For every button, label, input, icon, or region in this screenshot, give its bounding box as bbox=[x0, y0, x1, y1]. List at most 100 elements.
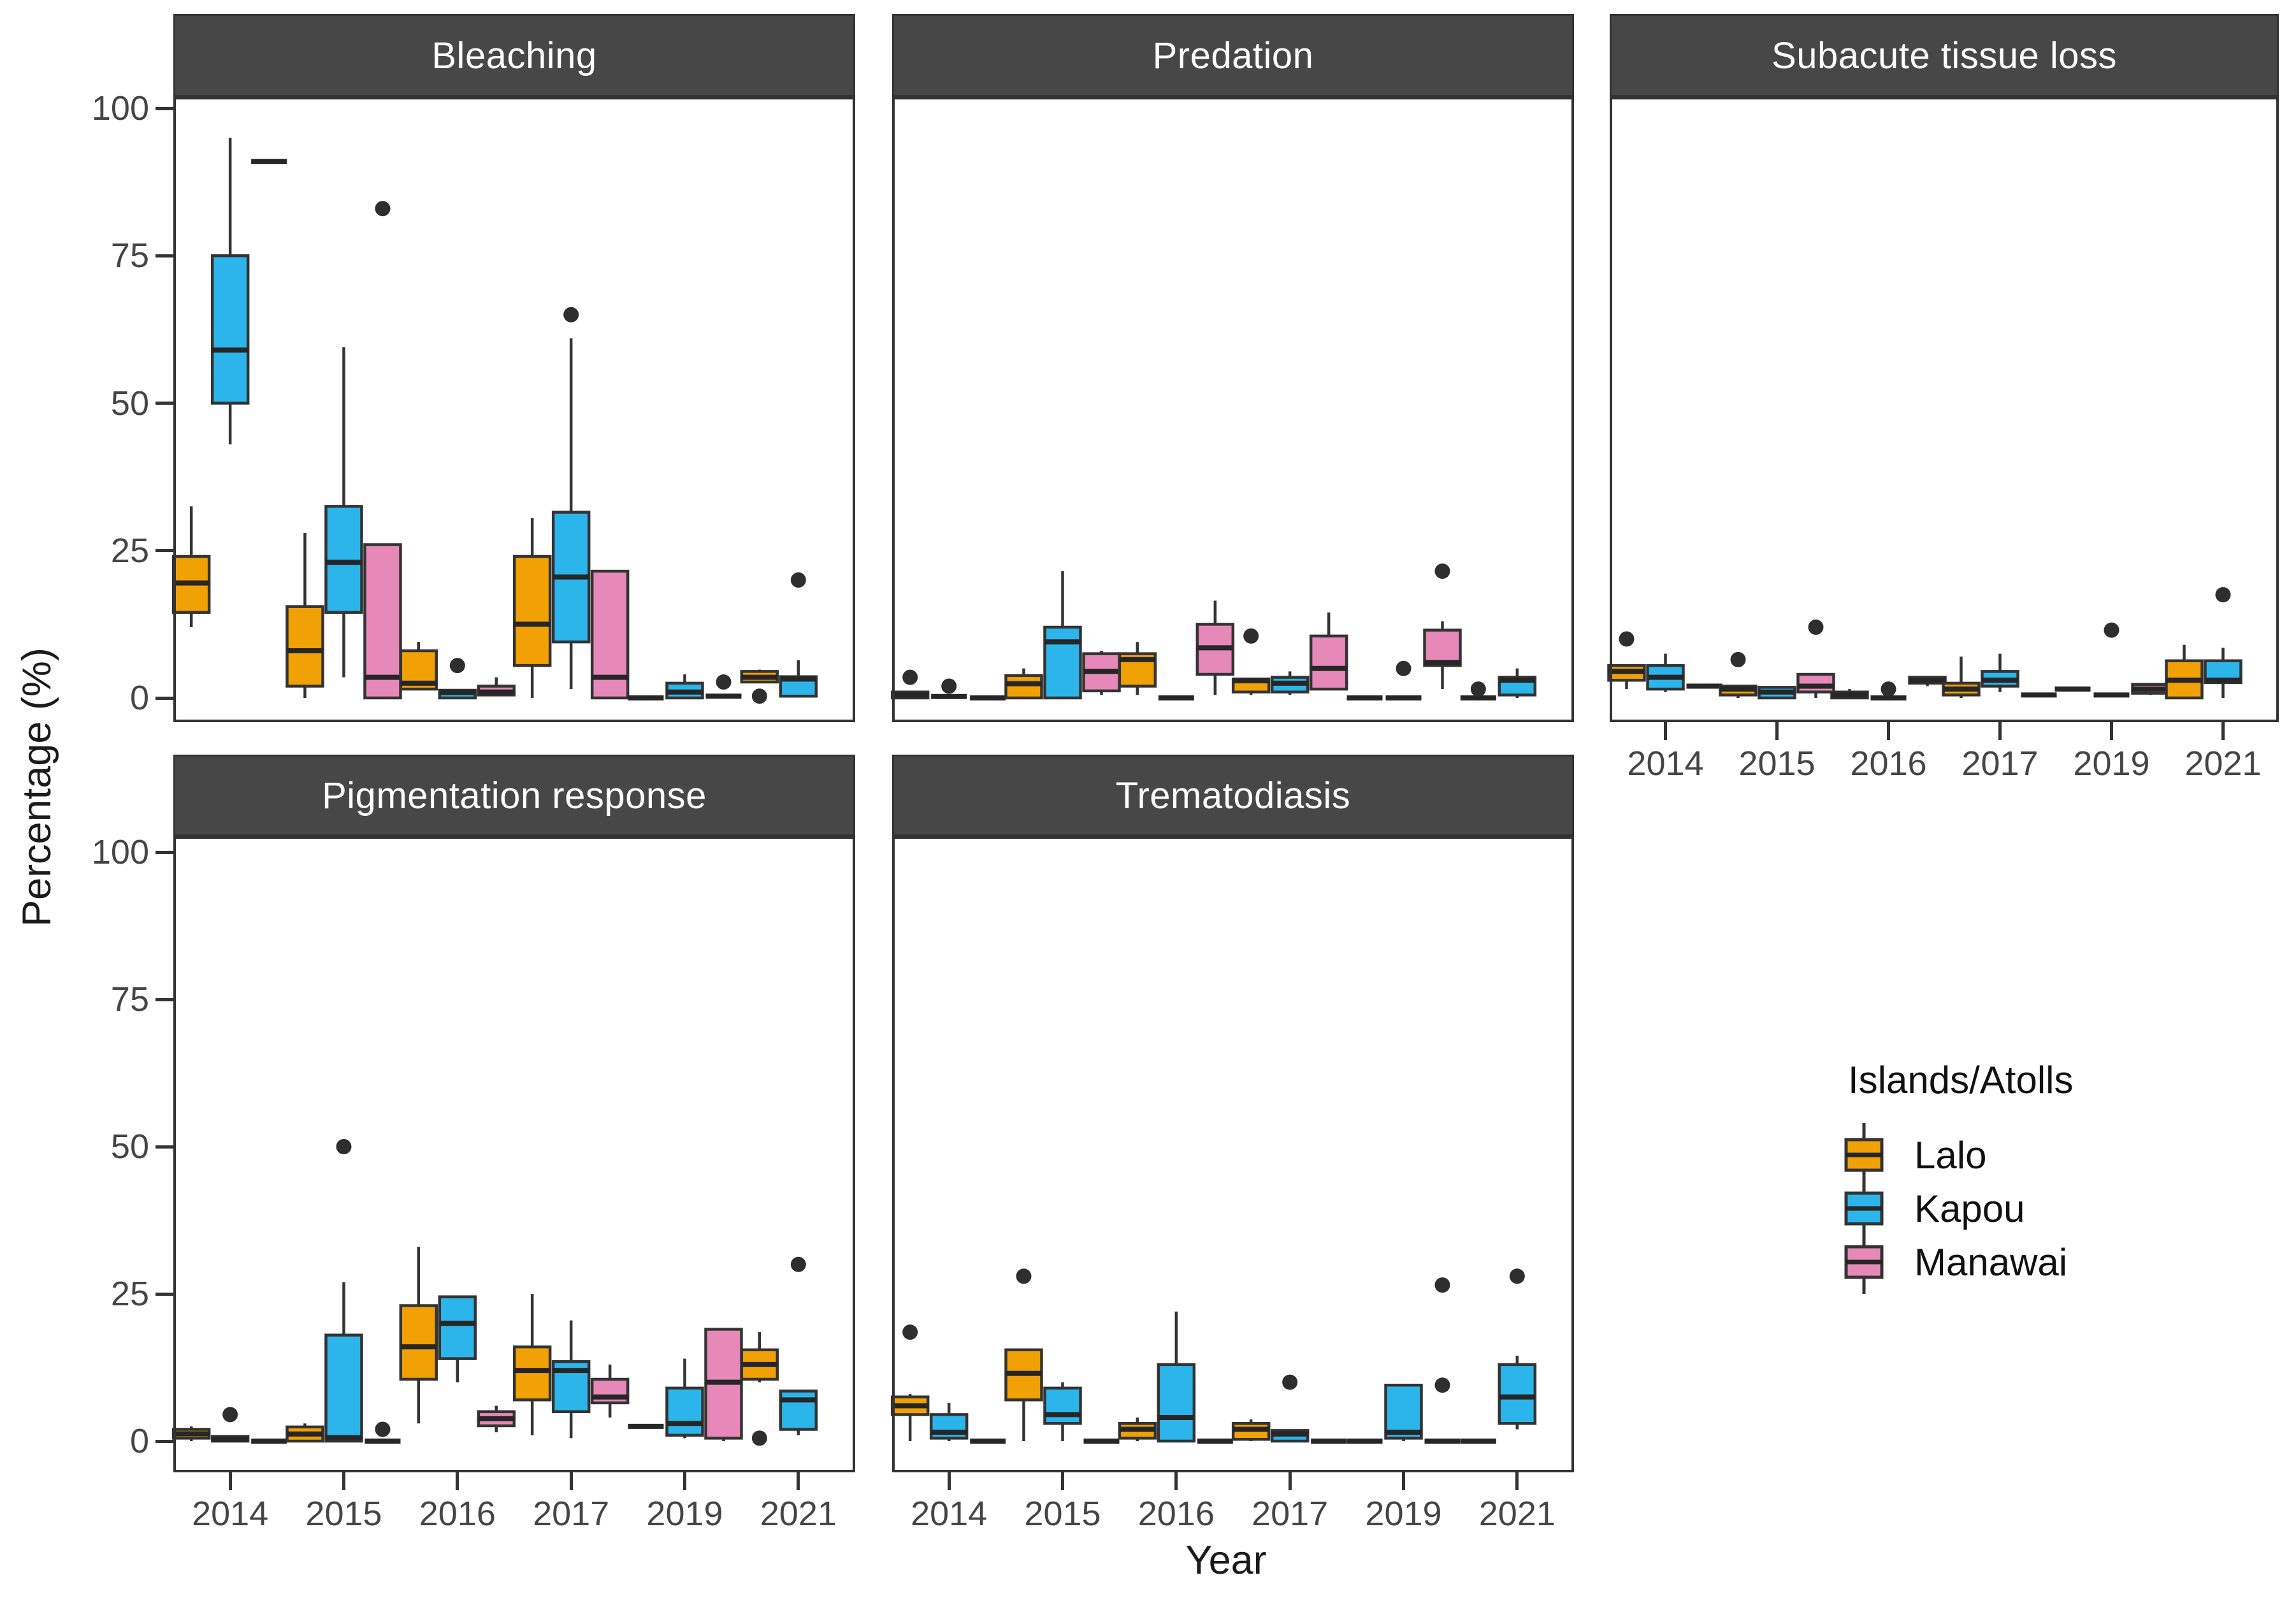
facet-title: Predation bbox=[1152, 34, 1314, 76]
y-axis-title: Percentage (%) bbox=[15, 648, 59, 927]
x-tick-mark bbox=[342, 1472, 345, 1490]
box-lalo bbox=[512, 1345, 552, 1402]
box-kapou bbox=[324, 505, 363, 614]
panel-border bbox=[173, 836, 855, 1472]
box-lalo bbox=[399, 649, 438, 691]
outlier-dot bbox=[2215, 587, 2231, 603]
y-tick-mark bbox=[155, 1292, 173, 1296]
facet-title: Subacute tissue loss bbox=[1772, 34, 2117, 76]
y-tick-label: 25 bbox=[110, 1275, 149, 1313]
panel-border bbox=[892, 97, 1574, 722]
boxplot-key-icon bbox=[1844, 1123, 1884, 1187]
boxplot-key-icon bbox=[1844, 1230, 1884, 1294]
x-tick-mark bbox=[1887, 722, 1890, 740]
box-kapou bbox=[1043, 1386, 1082, 1425]
outlier-dot bbox=[1282, 1374, 1298, 1390]
x-tick-mark bbox=[2110, 722, 2113, 740]
outlier-dot bbox=[1808, 620, 1824, 635]
x-tick-label: 2014 bbox=[1627, 744, 1704, 783]
outlier-dot bbox=[1881, 681, 1896, 697]
box-manawai bbox=[1423, 628, 1462, 667]
outlier-dot bbox=[716, 674, 732, 690]
x-axis-title: Year bbox=[1185, 1538, 1267, 1583]
outlier-dot bbox=[222, 1407, 238, 1423]
x-tick-mark bbox=[228, 1472, 232, 1490]
x-tick-mark bbox=[456, 1472, 459, 1490]
outlier-dot bbox=[1396, 660, 1412, 676]
outlier-dot bbox=[1509, 1268, 1525, 1284]
y-tick-label: 100 bbox=[91, 833, 149, 871]
outlier-dot bbox=[1434, 563, 1450, 579]
panel-border bbox=[892, 836, 1574, 1472]
outlier-dot bbox=[1434, 1377, 1450, 1393]
x-tick-label: 2014 bbox=[192, 1495, 269, 1533]
panel-border bbox=[173, 97, 855, 722]
facet-title: Bleaching bbox=[431, 34, 597, 76]
box-kapou bbox=[1498, 1363, 1537, 1425]
box-manawai bbox=[1309, 634, 1348, 691]
boxplot-canvas-pigmentation-response bbox=[171, 836, 855, 1472]
x-tick-label: 2017 bbox=[533, 1495, 610, 1533]
y-tick-label: 100 bbox=[91, 89, 149, 127]
x-tick-label: 2019 bbox=[2073, 744, 2150, 783]
x-tick-label: 2016 bbox=[1850, 744, 1927, 783]
boxplot-canvas-subacute-tissue-loss bbox=[1607, 97, 2279, 722]
outlier-dot bbox=[449, 658, 465, 674]
x-tick-mark bbox=[1061, 1472, 1064, 1490]
x-tick-label: 2016 bbox=[419, 1495, 496, 1533]
outlier-dot bbox=[1243, 628, 1259, 644]
x-tick-label: 2019 bbox=[1365, 1495, 1442, 1533]
facet-panel-subacute-tissue-loss bbox=[1607, 97, 2279, 722]
box-lalo bbox=[399, 1304, 438, 1381]
x-tick-mark bbox=[1515, 1472, 1519, 1490]
box-lalo bbox=[285, 605, 324, 688]
y-tick-mark bbox=[155, 549, 173, 553]
y-tick-mark bbox=[155, 696, 173, 700]
box-kapou bbox=[210, 254, 250, 405]
outlier-dot bbox=[751, 688, 767, 704]
legend-label: Kapou bbox=[1914, 1187, 2025, 1230]
legend-entry-kapou: Kapou bbox=[1843, 1177, 2225, 1240]
facet-strip-bleaching: Bleaching bbox=[173, 14, 855, 97]
boxplot-canvas-trematodiasis bbox=[890, 836, 1574, 1472]
box-manawai bbox=[363, 543, 402, 700]
outlier-dot bbox=[902, 669, 918, 685]
x-tick-label: 2016 bbox=[1137, 1495, 1215, 1533]
y-tick-label: 0 bbox=[129, 679, 149, 717]
x-tick-label: 2015 bbox=[1738, 744, 1816, 783]
x-tick-label: 2021 bbox=[1478, 1495, 1556, 1533]
x-tick-mark bbox=[1288, 1472, 1292, 1490]
x-tick-label: 2015 bbox=[305, 1495, 382, 1533]
y-tick-mark bbox=[155, 1439, 173, 1443]
box-kapou bbox=[1043, 625, 1082, 700]
box-kapou bbox=[438, 1295, 477, 1360]
y-tick-label: 75 bbox=[110, 236, 149, 275]
boxplot-canvas-predation bbox=[890, 97, 1574, 722]
outlier-dot bbox=[2104, 622, 2119, 638]
y-tick-mark bbox=[155, 1145, 173, 1149]
box-kapou bbox=[779, 1389, 818, 1431]
box-kapou bbox=[324, 1333, 363, 1443]
outlier-dot bbox=[336, 1139, 352, 1154]
legend-entry-manawai: Manawai bbox=[1843, 1230, 2225, 1294]
box-lalo bbox=[1004, 674, 1043, 700]
outlier-dot bbox=[790, 572, 806, 588]
x-tick-label: 2021 bbox=[2184, 744, 2262, 783]
outlier-dot bbox=[1434, 1277, 1450, 1293]
outlier-dot bbox=[941, 678, 957, 694]
y-tick-mark bbox=[155, 402, 173, 405]
x-tick-mark bbox=[1402, 1472, 1405, 1490]
box-kapou bbox=[1384, 1383, 1423, 1440]
outlier-dot bbox=[1470, 681, 1486, 697]
outlier-dot bbox=[1619, 631, 1635, 647]
box-kapou bbox=[665, 1386, 704, 1437]
x-tick-mark bbox=[569, 1472, 573, 1490]
outlier-dot bbox=[375, 1421, 391, 1437]
x-tick-mark bbox=[2221, 722, 2225, 740]
box-kapou bbox=[1157, 1363, 1196, 1443]
facet-strip-subacute-tissue-loss: Subacute tissue loss bbox=[1610, 14, 2279, 97]
x-tick-mark bbox=[947, 1472, 951, 1490]
outlier-dot bbox=[902, 1324, 918, 1340]
facet-panel-pigmentation-response bbox=[171, 836, 855, 1472]
facet-title: Trematodiasis bbox=[1115, 774, 1351, 816]
